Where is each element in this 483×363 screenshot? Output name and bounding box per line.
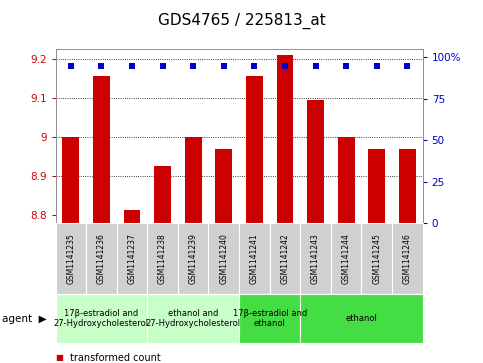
Point [98,63,105,69]
Text: GSM1141239: GSM1141239 [189,233,198,284]
Bar [399,149,416,223]
Text: agent  ▶: agent ▶ [2,314,47,323]
Bar [307,100,324,223]
Text: 17β-estradiol and
ethanol: 17β-estradiol and ethanol [232,309,307,328]
Bar [277,55,293,223]
Point [251,63,258,69]
Text: GSM1141235: GSM1141235 [66,233,75,284]
Text: ethanol and
27-Hydroxycholesterol: ethanol and 27-Hydroxycholesterol [146,309,241,328]
Text: GSM1141238: GSM1141238 [158,233,167,284]
Point [281,63,289,69]
Point [189,63,197,69]
Point [342,63,350,69]
Text: ■: ■ [56,353,63,362]
Bar [185,137,201,223]
Text: transformed count: transformed count [70,352,161,363]
Bar [154,167,171,223]
Bar [215,149,232,223]
Text: 17β-estradiol and
27-Hydroxycholesterol: 17β-estradiol and 27-Hydroxycholesterol [54,309,149,328]
Point [159,63,167,69]
Point [312,63,319,69]
Bar [93,77,110,223]
Bar [338,137,355,223]
Text: GSM1141240: GSM1141240 [219,233,228,284]
Point [403,63,411,69]
Text: GSM1141245: GSM1141245 [372,233,381,284]
Point [373,63,381,69]
Text: GSM1141237: GSM1141237 [128,233,137,284]
Text: GSM1141241: GSM1141241 [250,233,259,284]
Point [128,63,136,69]
Text: GDS4765 / 225813_at: GDS4765 / 225813_at [157,13,326,29]
Text: GSM1141242: GSM1141242 [281,233,289,284]
Bar [246,77,263,223]
Text: GSM1141243: GSM1141243 [311,233,320,284]
Text: GSM1141246: GSM1141246 [403,233,412,284]
Text: ethanol: ethanol [345,314,377,323]
Point [220,63,227,69]
Text: GSM1141236: GSM1141236 [97,233,106,284]
Bar [124,209,141,223]
Point [67,63,75,69]
Text: GSM1141244: GSM1141244 [341,233,351,284]
Bar [62,137,79,223]
Bar [369,149,385,223]
